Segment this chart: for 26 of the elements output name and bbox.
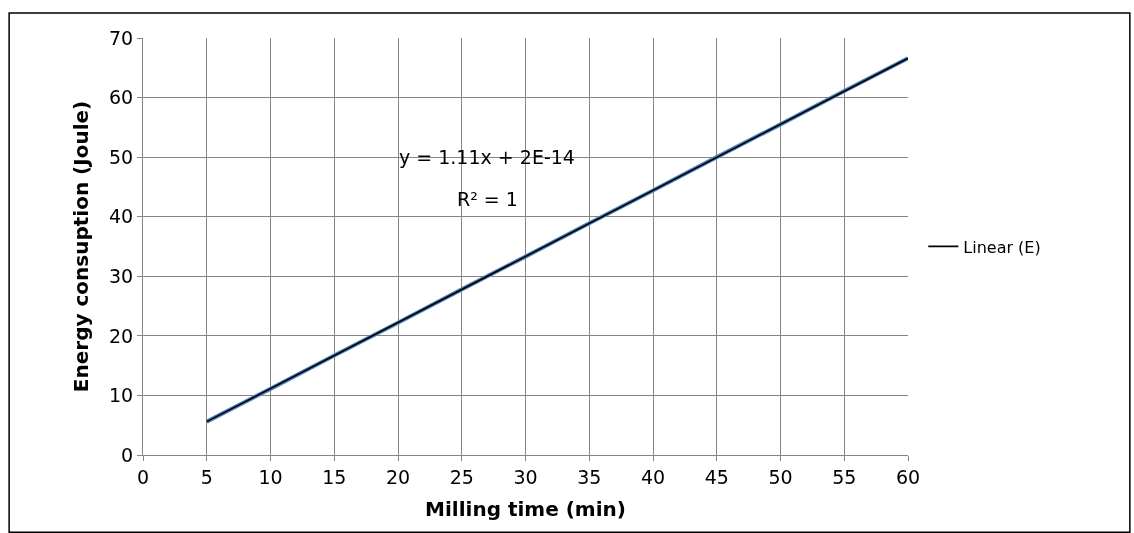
y-tick-label: 20 <box>109 324 134 347</box>
x-tick-label: 10 <box>258 465 283 488</box>
y-tick-label: 60 <box>109 86 134 109</box>
x-tick-label: 60 <box>895 465 921 488</box>
y-tick-label: 10 <box>109 384 134 407</box>
y-tick-label: 70 <box>109 26 134 49</box>
legend-label: Linear (E) <box>963 237 1041 257</box>
y-tick-label: 0 <box>121 443 134 466</box>
x-tick-label: 30 <box>513 465 538 488</box>
x-tick-label: 35 <box>577 465 602 488</box>
y-tick-label: 40 <box>109 205 134 228</box>
x-tick-label: 40 <box>640 465 666 488</box>
annotation: R² = 1 <box>457 188 518 210</box>
x-tick-label: 0 <box>136 465 150 488</box>
x-tick-label: 25 <box>449 465 474 488</box>
x-tick-label: 50 <box>768 465 793 488</box>
x-tick-label: 55 <box>832 465 857 488</box>
x-tick-label: 20 <box>385 465 411 488</box>
y-tick-label: 30 <box>109 264 134 287</box>
x-tick-label: 45 <box>704 465 729 488</box>
x-tick-label: 15 <box>322 465 347 488</box>
y-tick-label: 50 <box>109 145 134 168</box>
x-tick-label: 5 <box>200 465 213 488</box>
x-axis-title: Milling time (min) <box>425 497 626 522</box>
annotation: y = 1.11x + 2E-14 <box>399 146 575 168</box>
y-axis-title: Energy consuption (Joule) <box>68 100 93 393</box>
